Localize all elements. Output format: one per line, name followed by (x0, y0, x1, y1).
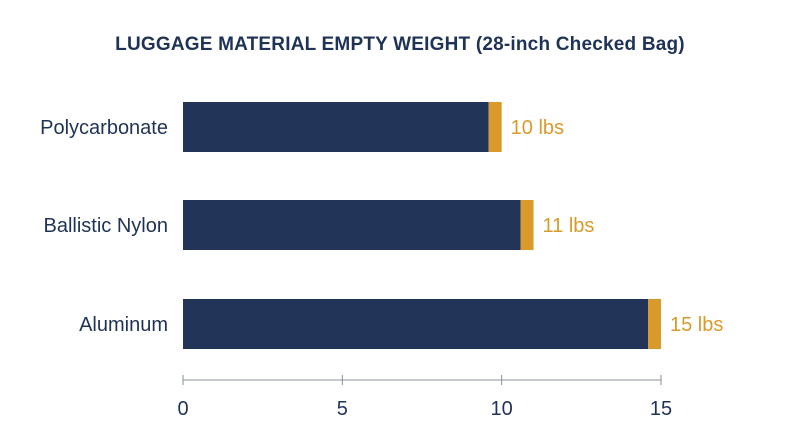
category-label-polycarbonate: Polycarbonate (40, 117, 168, 139)
bar-cap-aluminum (648, 299, 661, 349)
chart-title: LUGGAGE MATERIAL EMPTY WEIGHT (28-inch C… (115, 34, 685, 55)
bar-ballistic-nylon (183, 200, 521, 250)
bar-cap-ballistic-nylon (520, 200, 534, 250)
category-label-ballistic-nylon: Ballistic Nylon (44, 215, 168, 237)
x-tick-label: 0 (177, 398, 188, 420)
value-label-polycarbonate: 10 lbs (511, 117, 564, 139)
bar-aluminum (183, 299, 648, 349)
value-label-aluminum: 15 lbs (670, 314, 723, 336)
x-tick-label: 5 (337, 398, 348, 420)
x-tick-label: 10 (491, 398, 513, 420)
value-label-ballistic-nylon: 11 lbs (543, 215, 595, 237)
x-tick-label: 15 (650, 398, 672, 420)
bar-cap-polycarbonate (488, 102, 502, 152)
category-label-aluminum: Aluminum (79, 314, 168, 336)
bar-polycarbonate (183, 102, 489, 152)
